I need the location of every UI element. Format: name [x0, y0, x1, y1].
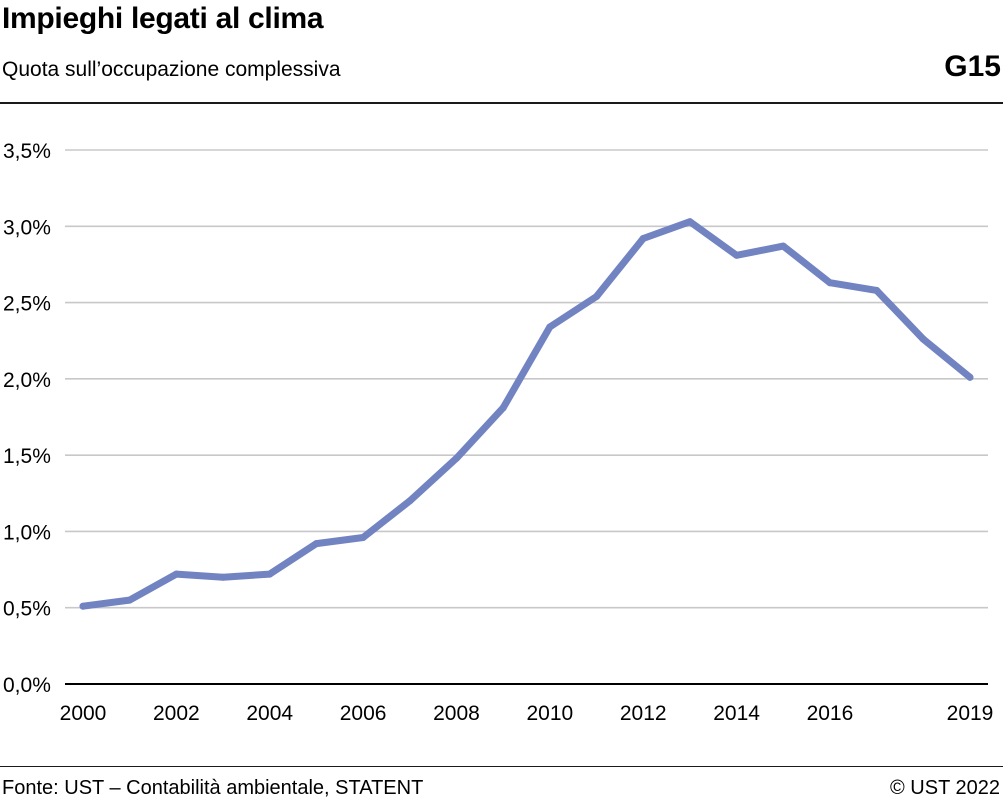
x-tick-label: 2002: [153, 702, 200, 725]
x-tick-label: 2010: [526, 702, 573, 725]
y-tick-label: 3,0%: [3, 216, 51, 239]
data-point: [172, 570, 180, 578]
data-point: [359, 534, 367, 542]
y-tick-label: 0,0%: [3, 674, 51, 697]
grid-lines: [65, 149, 988, 685]
x-tick-label: 2014: [713, 702, 760, 725]
x-tick-label: 2004: [246, 702, 293, 725]
x-tick-label: 2012: [620, 702, 667, 725]
data-point: [919, 335, 927, 343]
data-point: [266, 570, 274, 578]
data-point: [733, 251, 741, 259]
data-point: [966, 373, 974, 381]
x-tick-label: 2016: [807, 702, 854, 725]
data-point: [312, 540, 320, 548]
data-point: [686, 218, 694, 226]
series-line: [79, 218, 974, 610]
header-rule: [0, 102, 1003, 104]
x-tick-label: 2000: [60, 702, 107, 725]
data-point: [546, 323, 554, 331]
x-tick-label: 2006: [340, 702, 387, 725]
y-tick-label: 2,0%: [3, 369, 51, 392]
x-tick-label: 2019: [947, 702, 994, 725]
data-point: [219, 573, 227, 581]
data-point: [406, 497, 414, 505]
series-layer: [79, 218, 974, 610]
data-point: [499, 404, 507, 412]
source-note: Fonte: UST – Contabilità ambientale, STA…: [2, 777, 424, 799]
y-tick-label: 1,0%: [3, 521, 51, 544]
y-tick-label: 1,5%: [3, 445, 51, 468]
data-point: [639, 234, 647, 242]
data-point: [79, 602, 87, 610]
footer-rule: [0, 766, 1003, 767]
chart-title: Impieghi legati al clima: [2, 2, 324, 35]
y-tick-label: 3,5%: [3, 140, 51, 163]
data-point: [779, 242, 787, 250]
copyright-note: © UST 2022: [890, 777, 1000, 799]
data-point: [593, 292, 601, 300]
x-axis-ticks: 2000 2002 2004 2006 2008 2010 2012 2014 2016 2019: [60, 702, 994, 725]
data-point: [826, 279, 834, 287]
chart-code: G15: [944, 50, 1001, 83]
y-axis-ticks: 0,0% 0,5% 1,0% 1,5% 2,0% 2,5% 3,0% 3,5%: [3, 140, 51, 697]
data-point: [873, 286, 881, 294]
data-point: [126, 596, 134, 604]
y-tick-label: 0,5%: [3, 598, 51, 621]
data-point: [452, 454, 460, 462]
x-tick-label: 2008: [433, 702, 480, 725]
chart-subtitle: Quota sull’occupazione complessiva: [2, 58, 341, 81]
y-tick-label: 2,5%: [3, 293, 51, 316]
